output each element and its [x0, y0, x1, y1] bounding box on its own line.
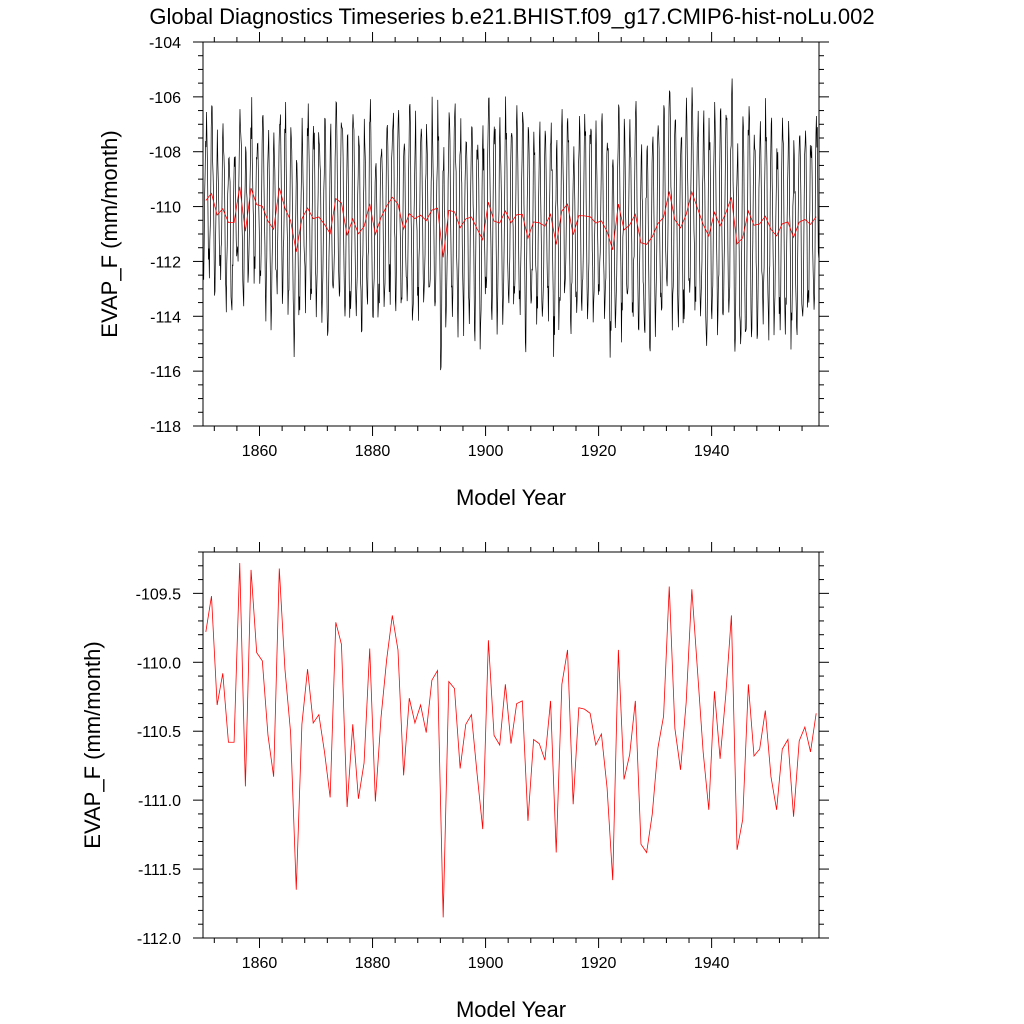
top-ytick-label: -112 [150, 254, 181, 271]
top-panel: 1860 1880 1900 1920 1940 -104 -106 -108 -110 -112… [97, 32, 829, 510]
bottom-ytick-label: -110.5 [137, 724, 181, 741]
bottom-series-annual-mean-line [205, 563, 817, 918]
bottom-yaxis-label: EVAP_F (mm/month) [80, 641, 105, 848]
bottom-xtick-label: 1940 [694, 955, 730, 972]
bottom-ytick-label: -110.0 [137, 655, 181, 672]
bottom-panel: 1860 1880 1900 1920 1940 -109.5 -110.0 -110.5 -1… [80, 542, 829, 1022]
top-xtick-label: 1940 [694, 443, 730, 460]
bottom-xtick-label: 1860 [242, 955, 278, 972]
bottom-xtick-label: 1900 [468, 955, 504, 972]
top-xtick-label: 1900 [468, 443, 504, 460]
top-ytick-label: -104 [149, 35, 181, 52]
bottom-ytick-label: -109.5 [136, 586, 181, 603]
top-series-annual-mean-line [205, 186, 817, 258]
bottom-xtick-label: 1920 [581, 955, 617, 972]
top-xtick-label: 1920 [581, 443, 617, 460]
top-ytick-label: -108 [149, 145, 181, 162]
top-xtick-label: 1880 [355, 443, 391, 460]
bottom-ytick-label: -111.5 [138, 862, 181, 879]
top-series-monthly-line [203, 78, 819, 371]
top-ytick-label: -106 [149, 90, 181, 107]
top-yaxis-label: EVAP_F (mm/month) [97, 130, 122, 337]
top-ytick-label: -110 [150, 200, 181, 217]
top-ticks: 1860 1880 1900 1920 1940 -104 -106 -108 -110 -112… [149, 32, 829, 460]
bottom-ytick-label: -112.0 [137, 931, 181, 948]
top-xtick-label: 1860 [242, 443, 278, 460]
bottom-xaxis-label: Model Year [456, 997, 566, 1022]
bottom-axes-frame [202, 551, 820, 939]
top-ytick-label: -114 [150, 309, 181, 326]
top-ytick-label: -118 [150, 419, 181, 436]
top-xaxis-label: Model Year [456, 485, 566, 510]
bottom-ytick-label: -111.0 [138, 793, 181, 810]
chart-title: Global Diagnostics Timeseries b.e21.BHIS… [149, 4, 874, 29]
bottom-plot-area [205, 563, 817, 918]
bottom-xtick-label: 1880 [355, 955, 391, 972]
top-plot-area [203, 78, 819, 371]
bottom-ticks: 1860 1880 1900 1920 1940 -109.5 -110.0 -110.5 -1… [136, 542, 829, 972]
top-ytick-label: -116 [150, 364, 181, 381]
